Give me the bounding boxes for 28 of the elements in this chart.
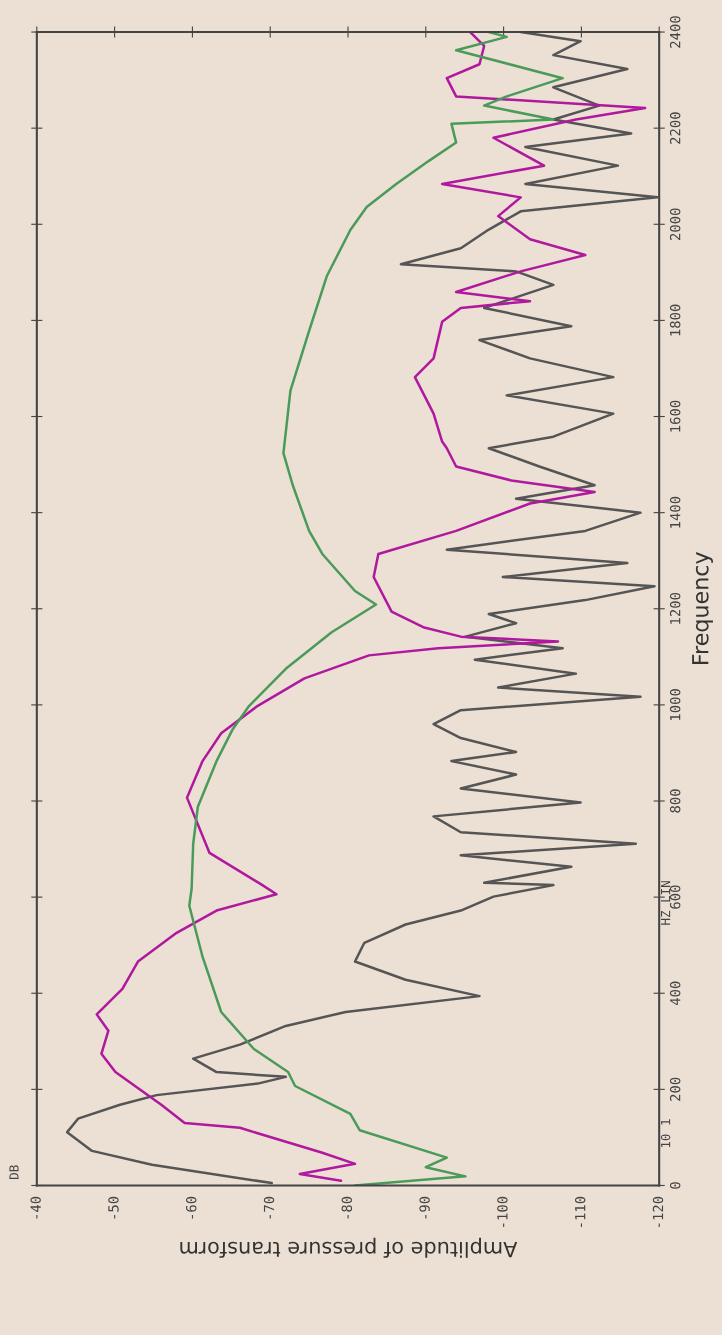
x-tick-label: -80 [341,1196,353,1219]
y-tick-label: 200 [669,1077,681,1101]
text: DB [9,1165,19,1179]
y-tick-label: 600 [669,885,681,909]
x-tick-label: -120 [652,1196,664,1227]
x-tick-label: -100 [497,1196,508,1227]
x-tick-label: -110 [574,1196,586,1227]
y-tick-label: 1200 [669,592,681,624]
y-tick-label: 0 [669,1182,681,1189]
x-axis-title: Amplitude of pressure transform [180,1237,518,1258]
y-axis-title: Frequency [692,552,713,664]
y-tick-label: 2200 [669,112,681,144]
x-tick-label: -90 [419,1196,430,1219]
y-tick-label: 1600 [669,400,681,432]
line-series [188,32,564,1186]
y-tick-label: 1000 [669,689,681,720]
x-tick-label: -50 [108,1196,119,1219]
x-tick-label: -70 [263,1196,275,1219]
text: 10 1 [660,1119,671,1148]
y-tick-label: 2400 [669,16,681,48]
x-tick-label: -40 [30,1196,41,1219]
y-tick-label: 800 [669,789,681,813]
y-tick-label: 2000 [669,208,681,240]
text: HZ LIN [661,881,671,925]
y-tick-label: 400 [669,981,681,1006]
y-tick-label: 1400 [669,496,681,528]
x-tick-label: -60 [185,1196,197,1219]
y-tick-label: 1800 [669,304,681,336]
